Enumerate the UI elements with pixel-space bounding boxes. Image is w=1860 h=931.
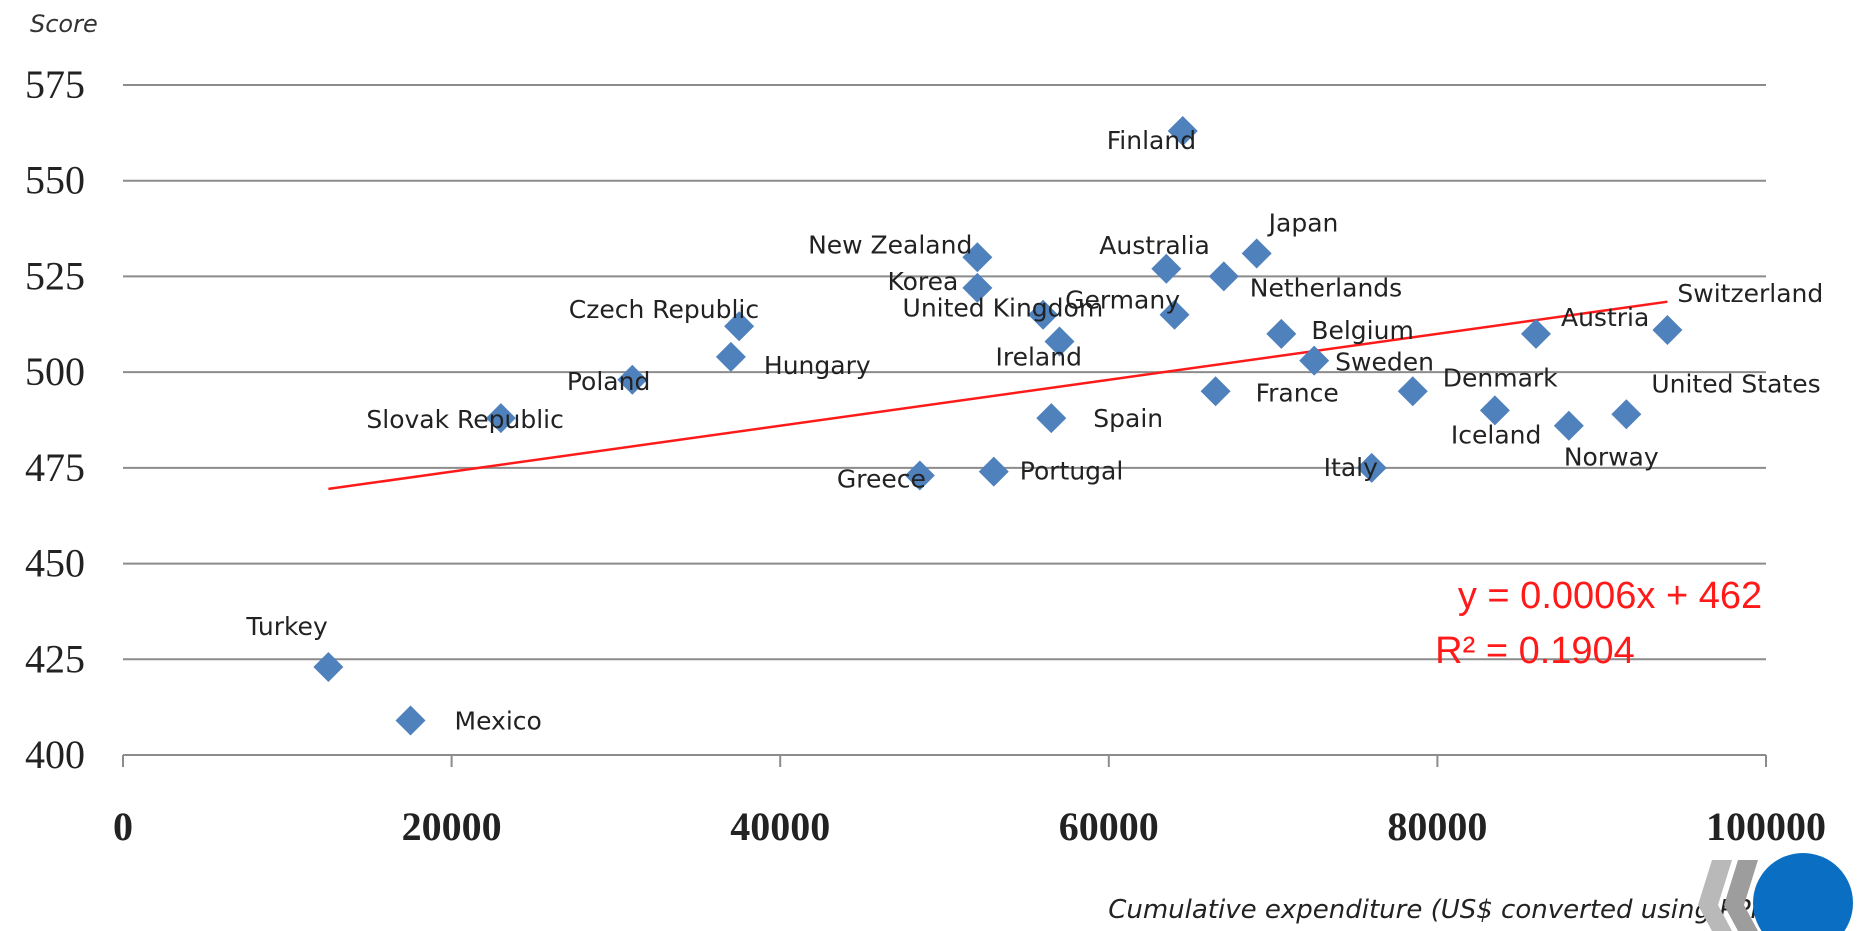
data-points <box>313 115 1683 736</box>
point-label: Greece <box>837 465 926 494</box>
y-axis-label: Score <box>30 10 98 38</box>
data-point <box>962 272 993 303</box>
data-point <box>1241 238 1272 269</box>
point-label: Ireland <box>996 343 1082 372</box>
point-label: Poland <box>567 367 650 396</box>
y-tick-label: 550 <box>25 158 85 203</box>
data-point <box>978 456 1009 487</box>
data-point <box>962 242 993 273</box>
point-label: Italy <box>1324 453 1378 482</box>
trendline-equation: y = 0.0006x + 462 <box>1458 575 1762 617</box>
point-label: Slovak Republic <box>366 405 564 434</box>
grid-lines <box>123 84 1766 661</box>
x-axis-label: Cumulative expenditure (US$ converted us… <box>1108 895 1790 925</box>
point-label: Finland <box>1107 126 1196 155</box>
point-label: Austria <box>1561 303 1649 332</box>
data-point <box>617 364 648 395</box>
trendline-line <box>328 300 1668 491</box>
point-label: United States <box>1651 369 1820 398</box>
data-point <box>1159 299 1190 330</box>
y-tick-label: 400 <box>25 732 85 777</box>
y-tick-label: 525 <box>25 253 85 298</box>
y-tick-label: 500 <box>25 349 85 394</box>
axes <box>122 754 1767 767</box>
y-tick-label: 450 <box>25 541 85 586</box>
data-point <box>1520 318 1551 349</box>
trendline <box>328 300 1668 491</box>
data-point <box>313 651 344 682</box>
point-label: Turkey <box>245 612 328 641</box>
point-label: New Zealand <box>808 230 972 259</box>
point-label: Spain <box>1093 404 1163 433</box>
data-point <box>1151 253 1182 284</box>
point-label: France <box>1256 378 1339 407</box>
data-point <box>1028 299 1059 330</box>
point-label: Netherlands <box>1250 273 1402 302</box>
x-tick-labels: 0 20000 40000 60000 80000 100000 <box>113 804 1826 849</box>
point-label: Denmark <box>1443 363 1558 392</box>
x-tick-label: 100000 <box>1706 804 1826 849</box>
data-point <box>1208 261 1239 292</box>
point-label: Belgium <box>1311 316 1414 345</box>
data-point <box>1652 315 1683 346</box>
y-tick-labels: 400 425 450 475 500 525 550 575 <box>25 62 85 777</box>
point-label: Norway <box>1564 443 1659 472</box>
point-label: Japan <box>1267 208 1339 237</box>
x-tick-label: 40000 <box>730 804 830 849</box>
data-point <box>904 460 935 491</box>
point-label: Hungary <box>764 351 871 380</box>
x-tick-label: 80000 <box>1387 804 1487 849</box>
x-tick-label: 0 <box>113 804 133 849</box>
data-point <box>724 311 755 342</box>
point-labels: Finland Japan New Zealand Australia Netherla… <box>245 126 1823 736</box>
point-label: Australia <box>1099 231 1210 260</box>
point-label: Iceland <box>1451 420 1541 449</box>
logo <box>1698 853 1853 931</box>
y-tick-label: 575 <box>25 62 85 107</box>
data-point <box>1044 326 1075 357</box>
data-point <box>1200 376 1231 407</box>
data-point <box>1397 376 1428 407</box>
data-point <box>485 403 516 434</box>
y-tick-label: 425 <box>25 636 85 681</box>
data-point <box>1266 318 1297 349</box>
point-label: Switzerland <box>1677 279 1823 308</box>
point-label: Portugal <box>1020 457 1124 486</box>
y-tick-label: 475 <box>25 445 85 490</box>
data-point <box>1356 452 1387 483</box>
data-point <box>1167 115 1198 146</box>
point-label: Mexico <box>455 707 542 736</box>
point-label: United Kingdom <box>903 294 1104 323</box>
point-label: Czech Republic <box>569 295 759 324</box>
point-label: Korea <box>887 267 958 296</box>
data-point <box>1036 403 1067 434</box>
data-point <box>1479 395 1510 426</box>
trendline-r-squared: R² = 0.1904 <box>1435 630 1635 672</box>
x-tick-label: 20000 <box>402 804 502 849</box>
point-label: Germany <box>1065 286 1180 315</box>
data-point <box>1553 410 1584 441</box>
data-point <box>715 341 746 372</box>
data-point <box>1611 399 1642 430</box>
data-point <box>395 705 426 736</box>
point-label: Sweden <box>1335 348 1434 377</box>
x-tick-label: 60000 <box>1059 804 1159 849</box>
data-point <box>1299 345 1330 376</box>
